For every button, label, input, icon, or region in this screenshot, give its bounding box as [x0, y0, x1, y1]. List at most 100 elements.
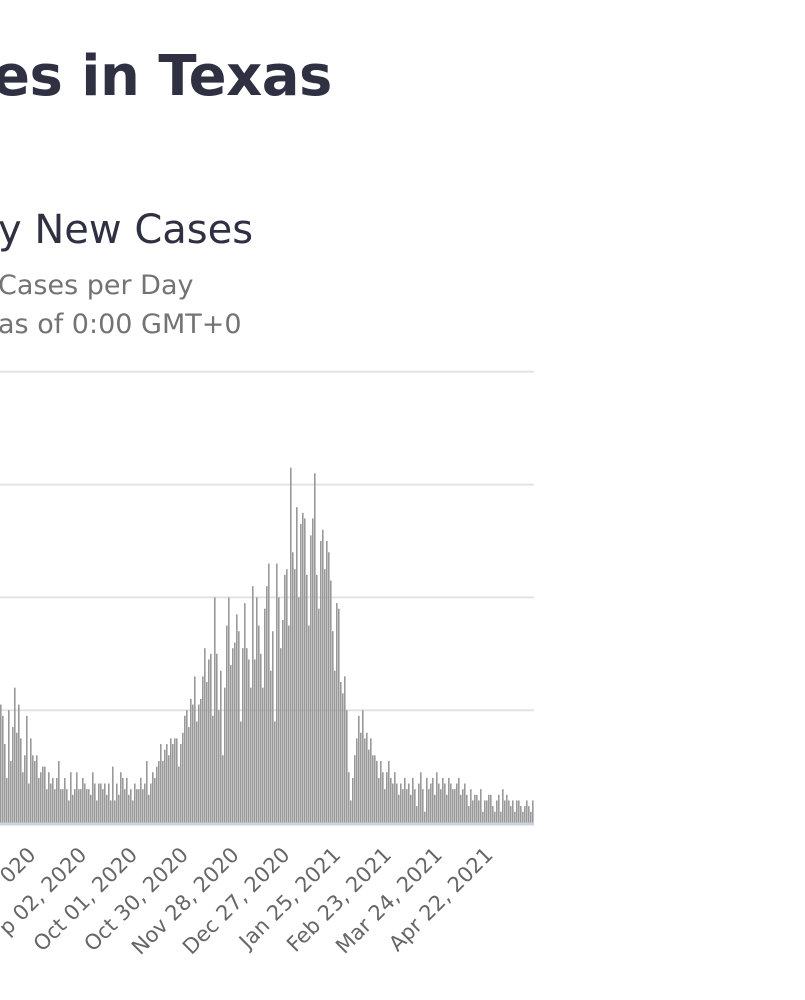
bar: [502, 789, 504, 823]
bar: [262, 687, 264, 823]
bar: [60, 789, 62, 823]
bar: [132, 800, 134, 823]
bar: [470, 789, 472, 823]
bar: [242, 648, 244, 823]
bar: [476, 794, 478, 823]
bar: [402, 789, 404, 823]
bar: [36, 755, 38, 823]
bar: [352, 777, 354, 823]
bar: [494, 811, 496, 823]
bar: [314, 473, 316, 823]
bar: [472, 800, 474, 823]
bar: [438, 783, 440, 823]
bar: [68, 800, 70, 823]
bar: [456, 783, 458, 823]
bar: [310, 535, 312, 823]
bar: [492, 806, 494, 823]
bar: [428, 789, 430, 823]
bar: [20, 738, 22, 823]
bar: [316, 574, 318, 823]
bar: [210, 653, 212, 823]
bar: [168, 755, 170, 823]
bar: [328, 552, 330, 823]
bar: [520, 806, 522, 823]
bar: [306, 574, 308, 823]
bar: [66, 789, 68, 823]
bar: [418, 783, 420, 823]
bar: [484, 800, 486, 823]
bar: [504, 800, 506, 823]
page-title: es in Texas: [0, 44, 332, 109]
bar: [190, 698, 192, 823]
bar: [4, 744, 6, 823]
bar: [500, 811, 502, 823]
bar: [512, 800, 514, 823]
bar: [516, 800, 518, 823]
bar: [202, 676, 204, 823]
bar: [252, 586, 254, 823]
bar: [74, 789, 76, 823]
bar: [22, 772, 24, 823]
bar: [212, 715, 214, 823]
bar: [204, 648, 206, 823]
bar: [244, 603, 246, 823]
bar: [366, 732, 368, 823]
bar: [150, 783, 152, 823]
bar: [112, 766, 114, 823]
bar: [258, 625, 260, 823]
bar: [448, 777, 450, 823]
bar: [312, 518, 314, 823]
bar: [390, 777, 392, 823]
bar: [172, 744, 174, 823]
bar: [436, 772, 438, 823]
bar: [522, 811, 524, 823]
bar: [442, 777, 444, 823]
bar: [420, 772, 422, 823]
bar: [88, 789, 90, 823]
bar: [388, 760, 390, 823]
bar: [322, 529, 324, 823]
bar: [48, 772, 50, 823]
bar: [334, 670, 336, 823]
bar: [400, 783, 402, 823]
bar: [318, 608, 320, 823]
bar: [464, 783, 466, 823]
bar: [394, 772, 396, 823]
bar: [250, 687, 252, 823]
bar: [146, 760, 148, 823]
bar: [154, 777, 156, 823]
bar: [50, 783, 52, 823]
bar: [482, 811, 484, 823]
bar: [166, 744, 168, 823]
bar: [474, 794, 476, 823]
bar: [46, 789, 48, 823]
bar: [156, 766, 158, 823]
bar: [458, 777, 460, 823]
bar: [40, 772, 42, 823]
bar: [488, 794, 490, 823]
bar: [330, 580, 332, 823]
bar: [384, 789, 386, 823]
bar: [294, 569, 296, 823]
bar: [44, 766, 46, 823]
bar: [0, 704, 2, 823]
bar: [240, 721, 242, 823]
bar: [412, 777, 414, 823]
bar: [128, 794, 130, 823]
bar: [236, 614, 238, 823]
bar: [376, 760, 378, 823]
bar: [382, 772, 384, 823]
bar: [38, 777, 40, 823]
bar: [246, 648, 248, 823]
bar: [6, 777, 8, 823]
bar: [56, 777, 58, 823]
bar: [280, 648, 282, 823]
bar: [160, 744, 162, 823]
bar: [176, 738, 178, 823]
bar: [508, 800, 510, 823]
bar: [336, 603, 338, 823]
bar: [386, 772, 388, 823]
bar: [348, 772, 350, 823]
bar: [298, 597, 300, 823]
